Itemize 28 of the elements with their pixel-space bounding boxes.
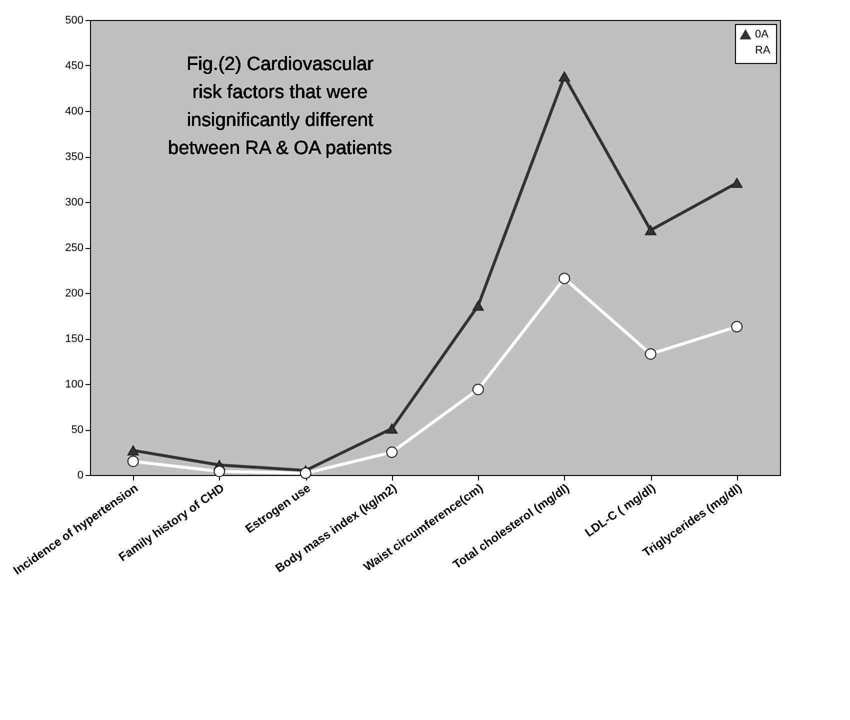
- annotation: Fig.(2) Cardiovascular risk factors that were insignificantly different between RA & OA patients: [168, 54, 392, 159]
- point: [127, 445, 139, 456]
- y-tick-label: 400: [65, 106, 84, 118]
- y-tick-label: 500: [65, 14, 84, 26]
- y-tick-label: 50: [71, 424, 84, 436]
- point: [558, 272, 570, 284]
- point: [644, 348, 656, 360]
- y-tick-label: 350: [65, 151, 84, 163]
- y-tick-label: 0: [77, 470, 84, 482]
- y-tick-label: 200: [65, 288, 84, 300]
- point: [731, 178, 743, 188]
- point: [472, 300, 484, 311]
- y-tick-label: 150: [65, 333, 84, 345]
- point: [300, 467, 312, 479]
- point: [386, 424, 398, 434]
- point: [214, 466, 226, 478]
- text: RA: [755, 44, 771, 56]
- y-tick-label: 450: [65, 60, 84, 72]
- point: [127, 456, 139, 468]
- y-tick-label: 100: [65, 378, 84, 390]
- y-tick-label: 250: [65, 242, 84, 254]
- point: [644, 225, 656, 236]
- point: [472, 384, 484, 396]
- point: [386, 446, 398, 458]
- point: [731, 320, 743, 332]
- legend-label: 0A: [755, 28, 770, 40]
- point: [558, 71, 570, 82]
- y-tick-label: 300: [65, 196, 84, 208]
